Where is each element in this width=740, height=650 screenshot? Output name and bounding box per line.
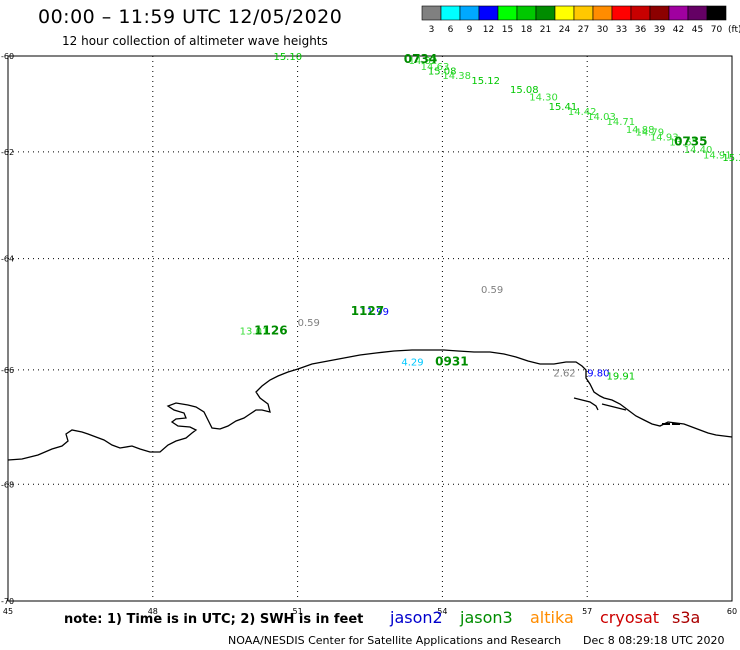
legend-label: 21	[540, 25, 551, 35]
lat-tick-label: -66	[1, 366, 14, 375]
wave-height-value: 4.29	[401, 357, 423, 368]
lat-tick-label: -62	[1, 148, 14, 157]
legend-label: 42	[673, 25, 684, 35]
coastline-fragment	[573, 397, 599, 411]
legend-label: 6	[448, 25, 454, 35]
pass-time-label: 1127	[351, 304, 384, 318]
pass-time-label: 0735	[674, 135, 707, 149]
lat-tick-label: -70	[1, 597, 14, 606]
legend-label: 9	[467, 25, 473, 35]
legend-label: 36	[635, 25, 647, 35]
satellite-jason3: jason3	[460, 608, 513, 627]
lat-tick-label: -64	[1, 255, 14, 264]
wave-height-value: 0.59	[298, 318, 320, 329]
antarctic-coastline	[7, 349, 733, 461]
pass-time-label: 0733	[375, 0, 408, 3]
legend-unit: (ft)	[728, 25, 740, 35]
axis-ticks: 45 48 51 54 57 60 -60 -62 -64 -66 -68 -70	[1, 52, 737, 616]
footer-note: note: 1) Time is in UTC; 2) SWH is in fe…	[64, 612, 364, 627]
map-title: 00:00 – 11:59 UTC 12/05/2020	[38, 6, 343, 28]
legend-label: 45	[692, 25, 703, 35]
wave-height-value: 14.63	[421, 62, 450, 73]
lon-tick-label: 57	[582, 607, 592, 616]
satellite-jason2: jason2	[390, 608, 443, 627]
coastline-fragment	[601, 403, 627, 411]
wave-height-value: 14.38	[442, 71, 471, 82]
wave-height-value: 14.42	[568, 107, 597, 118]
satellite-altika: altika	[530, 608, 574, 627]
wave-height-value: 9.80	[587, 369, 609, 380]
legend-label: 3	[429, 25, 435, 35]
wave-height-value: 15.32	[722, 153, 740, 164]
wave-height-value: 13.01	[240, 327, 269, 338]
map-grid	[8, 56, 732, 601]
legend-label: 27	[578, 25, 589, 35]
pass-time-label: 1126	[254, 324, 287, 338]
legend-label: 39	[654, 25, 666, 35]
wave-height-value: 15.10	[273, 52, 302, 63]
footer-credit: NOAA/NESDIS Center for Satellite Applica…	[228, 634, 562, 647]
wave-height-value: 14.82	[409, 56, 438, 67]
wave-height-value: 14.03	[587, 112, 616, 123]
legend-label: 18	[521, 25, 533, 35]
satellite-cryosat: cryosat	[600, 608, 660, 627]
wave-height-value: 15.12	[471, 76, 500, 87]
legend-label: 24	[559, 25, 571, 35]
lon-tick-label: 54	[437, 607, 447, 616]
lat-tick-label: -68	[1, 480, 14, 489]
wave-height-value: 14.93	[650, 132, 679, 143]
legend-label: 12	[483, 25, 494, 35]
wave-height-value: 11.99	[360, 307, 389, 318]
pass-time-label: 0734	[404, 52, 437, 66]
wave-height-value: 15.08	[428, 67, 457, 78]
lon-tick-label: 48	[148, 607, 158, 616]
legend-label: 30	[597, 25, 609, 35]
wave-height-value: 15.08	[510, 85, 539, 96]
map-subtitle: 12 hour collection of altimeter wave hei…	[62, 34, 328, 48]
legend-swatch	[706, 5, 727, 21]
pass-time-label: 0931	[435, 354, 468, 368]
wave-height-value: 15.41	[549, 102, 578, 113]
lon-tick-label: 45	[3, 607, 13, 616]
wave-height-value: 14.88	[626, 125, 655, 136]
footer-timestamp: Dec 8 08:29:18 UTC 2020	[583, 634, 725, 647]
legend-label: 70	[711, 25, 723, 35]
coastline	[7, 349, 733, 461]
wave-height-value: 14.40	[684, 145, 713, 156]
satellite-s3a: s3a	[672, 608, 701, 627]
lon-tick-label: 60	[727, 607, 737, 616]
wave-height-value: 14.79	[635, 127, 664, 138]
lat-tick-label: -60	[1, 52, 14, 61]
wave-height-value: 14.30	[529, 92, 558, 103]
wave-height-value: 14.91	[703, 150, 732, 161]
wave-height-value: 0.59	[481, 285, 503, 296]
legend-label: 33	[616, 25, 627, 35]
wave-height-value: 2.62	[553, 369, 575, 380]
wave-height-value: 13.65	[669, 138, 698, 149]
legend-label: 15	[502, 25, 513, 35]
lon-tick-label: 51	[293, 607, 303, 616]
wave-height-value: 14.71	[607, 117, 636, 128]
wave-height-value: 19.91	[607, 372, 636, 383]
map-frame	[7, 55, 733, 602]
pass-time-labels: 0733 0734 0735 1126 1127 0931	[254, 0, 707, 368]
